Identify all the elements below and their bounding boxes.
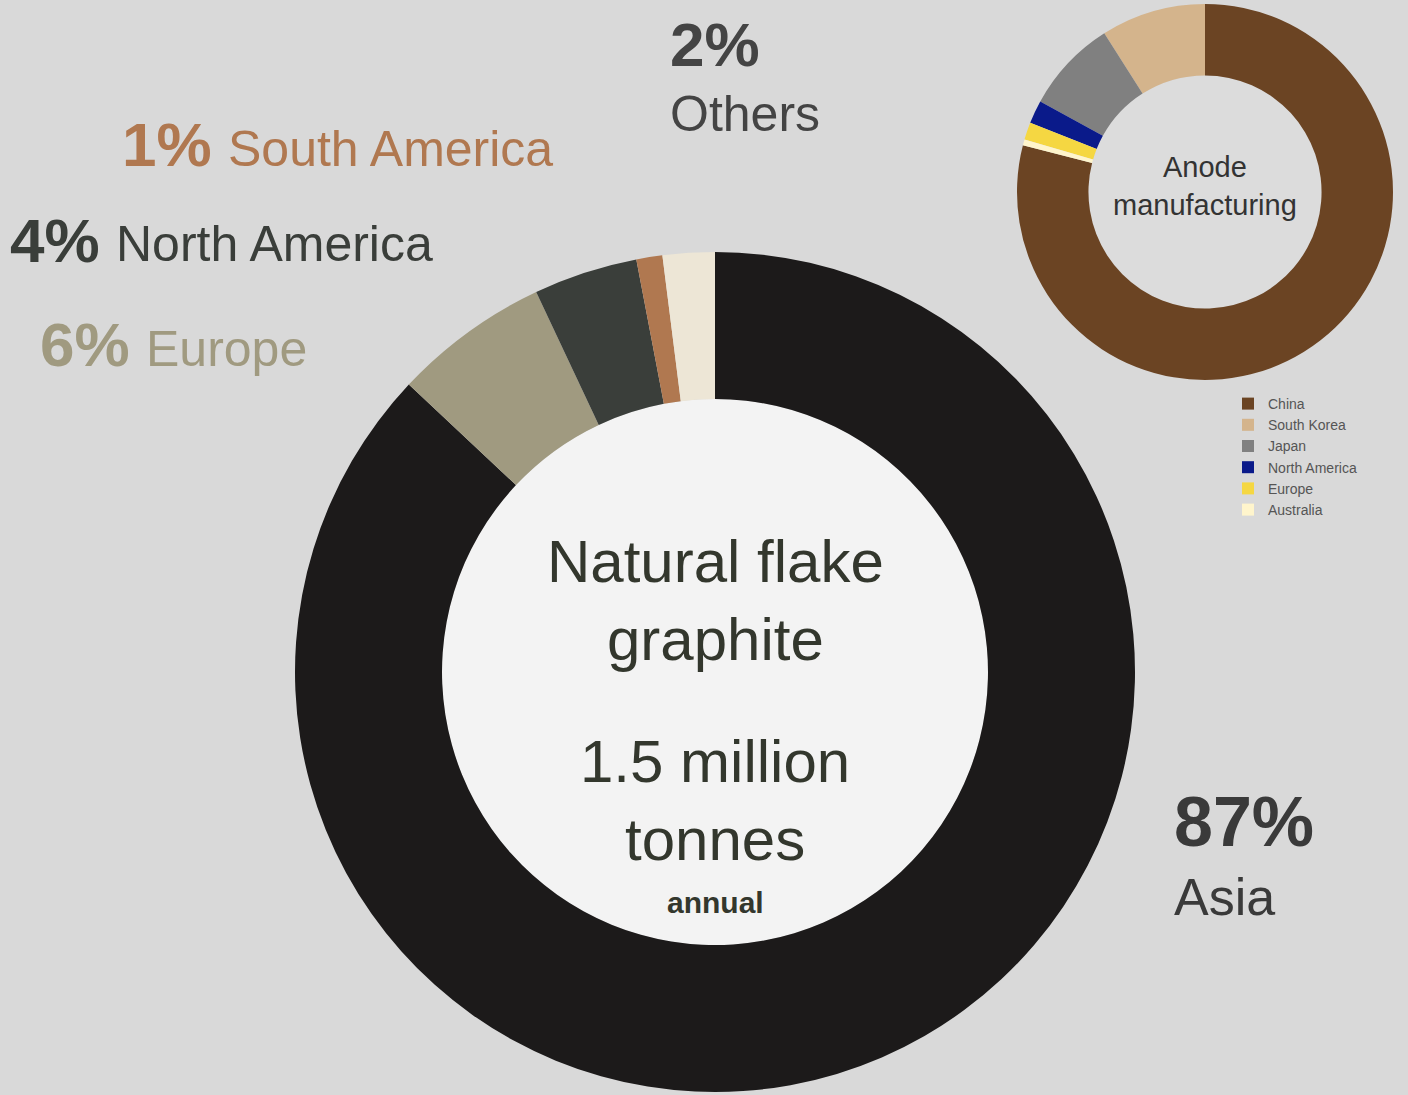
svg-text:2%: 2%	[670, 10, 760, 79]
svg-text:Asia: Asia	[1174, 868, 1275, 926]
svg-text:Europe: Europe	[146, 321, 307, 377]
svg-text:6%: 6%	[40, 310, 130, 379]
svg-text:China: China	[1268, 396, 1305, 412]
svg-text:Australia: Australia	[1268, 502, 1323, 518]
svg-text:4%: 4%	[10, 206, 100, 275]
svg-text:North America: North America	[116, 216, 433, 272]
svg-text:South Korea: South Korea	[1268, 417, 1346, 433]
svg-text:1%: 1%	[122, 110, 212, 179]
svg-text:Europe: Europe	[1268, 481, 1313, 497]
svg-text:Others: Others	[670, 86, 820, 142]
svg-text:South America: South America	[228, 121, 553, 177]
svg-text:Japan: Japan	[1268, 438, 1306, 454]
svg-text:North America: North America	[1268, 460, 1357, 476]
svg-text:Anodemanufacturing: Anodemanufacturing	[1113, 151, 1297, 221]
svg-text:1.5 milliontonnes: 1.5 milliontonnes	[580, 728, 850, 873]
svg-text:Natural flakegraphite: Natural flakegraphite	[547, 528, 884, 673]
svg-text:annual: annual	[667, 886, 764, 919]
svg-text:87%: 87%	[1174, 783, 1314, 861]
